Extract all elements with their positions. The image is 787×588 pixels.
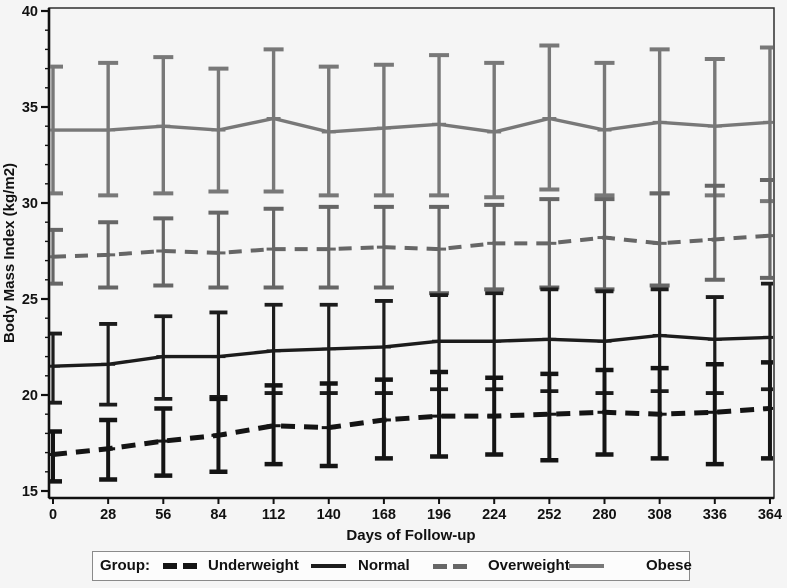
svg-text:252: 252 <box>537 507 561 523</box>
y-axis-ticks <box>41 9 49 493</box>
legend-item-overweight: Overweight <box>488 557 570 574</box>
svg-text:40: 40 <box>22 4 38 20</box>
svg-text:336: 336 <box>703 507 727 523</box>
svg-text:30: 30 <box>22 196 38 212</box>
axes <box>47 8 774 500</box>
plot-frame <box>48 7 775 499</box>
svg-text:280: 280 <box>592 507 616 523</box>
svg-text:168: 168 <box>372 507 396 523</box>
svg-text:308: 308 <box>648 507 672 523</box>
svg-text:196: 196 <box>427 507 451 523</box>
svg-text:15: 15 <box>22 484 38 500</box>
chart-root: 15 20 25 30 35 40 0 28 56 84 112 140 168 196 224 252 280… <box>22 4 782 523</box>
svg-text:0: 0 <box>49 507 57 523</box>
legend-line-sample-underweight <box>163 563 197 569</box>
svg-text:20: 20 <box>22 388 38 404</box>
series-line <box>52 333 771 368</box>
series-underweight <box>50 360 773 484</box>
error-bars <box>50 360 773 484</box>
series-line <box>52 405 771 458</box>
legend: Group: Underweight Normal Overweight Obe… <box>92 551 692 581</box>
y-axis-title: Body Mass Index (kg/m2) <box>1 163 18 343</box>
legend-item-normal: Normal <box>358 557 410 574</box>
legend-line-sample-overweight <box>433 564 468 569</box>
legend-item-obese: Obese <box>646 557 692 574</box>
legend-line-sample-normal <box>311 564 346 568</box>
svg-text:84: 84 <box>210 507 226 523</box>
x-axis-title: Days of Follow-up <box>346 527 475 544</box>
series-line <box>52 233 771 259</box>
svg-text:25: 25 <box>22 292 38 308</box>
error-bars <box>50 177 773 296</box>
legend-group-label: Group: <box>100 557 150 574</box>
legend-line-sample-obese <box>569 564 604 568</box>
svg-text:28: 28 <box>100 507 116 523</box>
x-axis-ticks <box>52 498 771 504</box>
plot-area: 15 20 25 30 35 40 0 28 56 84 112 140 168 196 224 252 280… <box>1 4 782 544</box>
svg-text:112: 112 <box>262 507 285 523</box>
series-normal <box>50 281 773 407</box>
svg-text:56: 56 <box>155 507 171 523</box>
svg-text:224: 224 <box>482 507 506 523</box>
svg-text:364: 364 <box>758 507 782 523</box>
legend-item-underweight: Underweight <box>208 557 299 574</box>
series-overweight <box>50 177 773 296</box>
svg-text:140: 140 <box>317 507 341 523</box>
svg-text:35: 35 <box>22 100 38 116</box>
series-line <box>53 116 771 134</box>
y-axis-tick-labels: 15 20 25 30 35 40 <box>22 4 38 500</box>
series-obese <box>50 43 773 204</box>
x-axis-tick-labels: 0 28 56 84 112 140 168 196 224 252 280 308 336 364 <box>49 507 782 523</box>
